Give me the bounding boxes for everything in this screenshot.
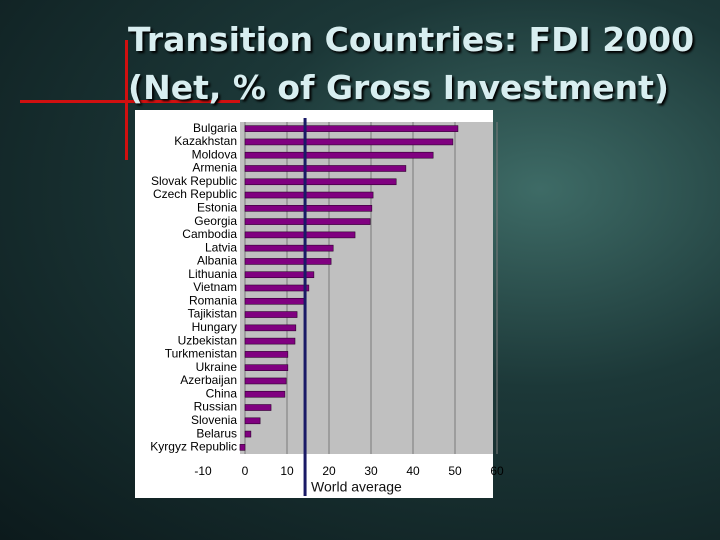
bar xyxy=(244,231,356,239)
x-tick-label: 10 xyxy=(280,464,294,478)
y-tick-label: Turkmenistan xyxy=(165,347,237,361)
x-tick-label: 20 xyxy=(322,464,336,478)
y-tick-label: Kyrgyz Republic xyxy=(150,440,237,454)
y-tick-label: Estonia xyxy=(197,200,237,214)
decor-line xyxy=(125,40,128,160)
bar xyxy=(244,244,334,252)
reference-label: World average xyxy=(311,479,402,495)
y-tick-label: Kazakhstan xyxy=(174,134,237,148)
x-tick-label: 40 xyxy=(406,464,420,478)
bar xyxy=(244,165,407,172)
y-tick-label: Slovenia xyxy=(191,413,237,427)
bar xyxy=(244,138,454,146)
y-tick-label: Lithuania xyxy=(188,267,237,281)
y-tick-label: Ukraine xyxy=(196,360,238,374)
bar xyxy=(244,430,252,438)
y-tick-label: Bulgaria xyxy=(193,121,237,135)
y-tick-label: Albania xyxy=(197,254,237,268)
bar xyxy=(244,311,298,318)
x-tick-label: -10 xyxy=(194,464,212,478)
bar xyxy=(244,404,272,411)
bar xyxy=(244,377,287,385)
chart-subtitle: (Net, % of Gross Investment) xyxy=(128,68,669,107)
y-tick-label: Belarus xyxy=(196,426,237,440)
y-tick-label: Vietnam xyxy=(193,280,237,294)
bar xyxy=(244,284,310,292)
y-tick-label: Armenia xyxy=(192,161,237,175)
y-tick-label: Cambodia xyxy=(182,227,237,241)
x-tick-label: 30 xyxy=(364,464,378,478)
bar xyxy=(244,205,373,212)
bar xyxy=(244,191,374,199)
x-tick-label: 60 xyxy=(490,464,504,478)
y-tick-label: Uzbekistan xyxy=(178,333,237,347)
y-tick-label: Moldova xyxy=(192,147,238,161)
y-tick-label: Azerbaijan xyxy=(180,373,237,387)
x-tick-label: 50 xyxy=(448,464,462,478)
bar xyxy=(244,337,296,345)
bar xyxy=(244,271,315,279)
bar xyxy=(244,364,289,371)
y-tick-label: Georgia xyxy=(194,214,237,228)
y-tick-label: Latvia xyxy=(205,240,237,254)
y-tick-label: Russian xyxy=(194,400,237,414)
bar xyxy=(244,258,332,265)
y-tick-label: Czech Republic xyxy=(153,187,237,201)
y-tick-label: Slovak Republic xyxy=(151,174,237,188)
decor-line xyxy=(20,100,240,103)
bar xyxy=(244,417,261,425)
y-tick-label: Hungary xyxy=(192,320,237,334)
y-tick-label: Tajikistan xyxy=(188,307,237,321)
bar xyxy=(244,218,371,225)
bar xyxy=(244,390,286,398)
bar xyxy=(244,324,297,332)
x-tick-label: 0 xyxy=(242,464,249,478)
chart-title: Transition Countries: FDI 2000 xyxy=(128,20,695,59)
y-tick-label: Romania xyxy=(189,293,237,307)
bar xyxy=(239,444,246,451)
bar xyxy=(244,297,307,305)
bar xyxy=(244,178,397,186)
bar xyxy=(244,151,434,159)
y-tick-label: China xyxy=(206,386,238,400)
bar xyxy=(244,351,289,358)
bar xyxy=(244,125,459,132)
